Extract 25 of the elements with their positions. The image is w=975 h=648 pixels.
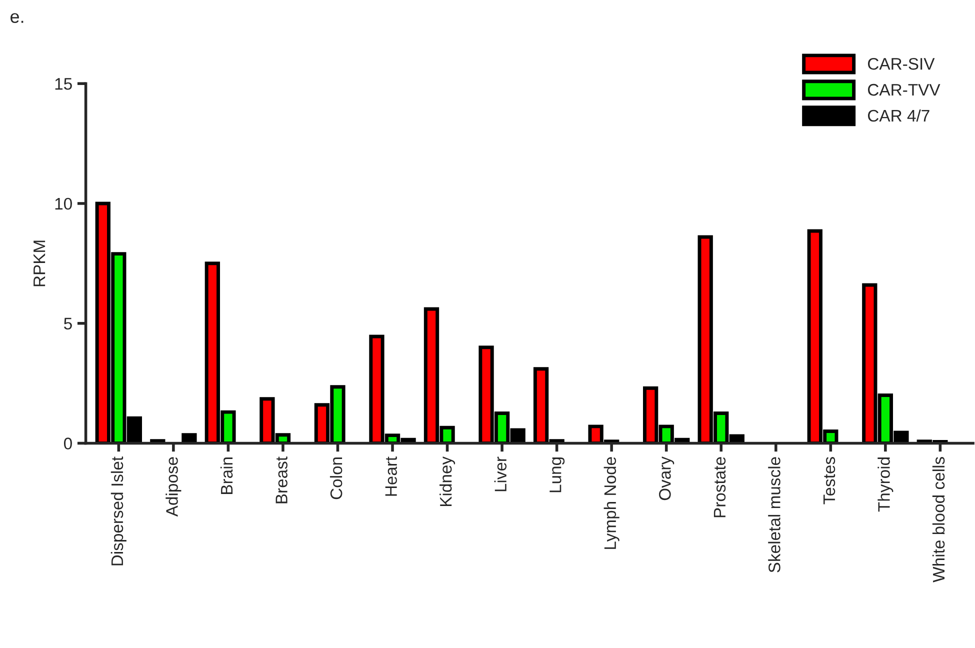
legend-label: CAR 4/7: [868, 109, 930, 122]
text: e.: [10, 13, 24, 23]
x-tick-label: Heart: [385, 456, 397, 496]
x-tick-label: Skeletal muscle: [768, 457, 780, 572]
y-tick-label: 5: [64, 318, 72, 330]
y-tick-label: 15: [55, 78, 72, 90]
x-tick-label: Dispersed Islet: [110, 456, 126, 566]
legend-label: CAR-TVV: [868, 84, 940, 96]
y-tick-label: 0: [64, 438, 72, 450]
x-tick-label: Colon: [330, 458, 342, 500]
x-tick-label: Lymph Node: [604, 457, 620, 549]
x-tick-label: Prostate: [714, 457, 726, 518]
x-tick-label: Breast: [276, 456, 288, 504]
x-tick-label: Testes: [823, 457, 836, 504]
y-tick-label: 10: [55, 198, 72, 210]
y-axis-title: RPKM: [34, 240, 46, 286]
x-tick-label: Brain: [220, 458, 233, 494]
x-tick-label: Adipose: [166, 457, 182, 517]
x-tick-label: Thyroid: [878, 457, 894, 512]
x-tick-label: Lung: [550, 457, 565, 492]
x-tick-label: Ovary: [659, 456, 674, 500]
x-tick-label: Liver: [494, 456, 507, 492]
legend-label: CAR-SIV: [868, 58, 935, 70]
x-tick-label: Kidney: [440, 456, 456, 506]
x-tick-label: White blood cells: [932, 457, 945, 582]
